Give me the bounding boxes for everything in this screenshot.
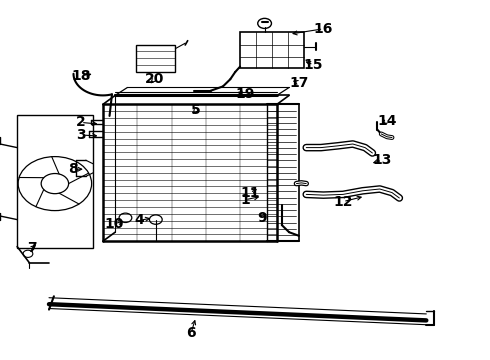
Text: 4: 4 [135,213,145,227]
Text: 9: 9 [257,211,267,225]
Text: 13: 13 [372,153,392,167]
Text: 7: 7 [27,242,37,255]
Text: 8: 8 [68,162,77,176]
Text: 16: 16 [314,22,333,36]
Text: 17: 17 [289,76,309,90]
Text: 20: 20 [145,72,164,86]
Text: 15: 15 [304,58,323,72]
Text: 5: 5 [191,103,201,117]
Text: 10: 10 [104,217,123,231]
Text: 12: 12 [333,195,353,208]
Text: 18: 18 [71,69,91,82]
Text: 11: 11 [240,186,260,199]
Text: 19: 19 [235,87,255,100]
Text: 3: 3 [76,128,86,142]
Text: 2: 2 [76,116,86,129]
Text: 1: 1 [240,193,250,207]
Text: 6: 6 [186,326,196,340]
Text: 14: 14 [377,114,397,127]
